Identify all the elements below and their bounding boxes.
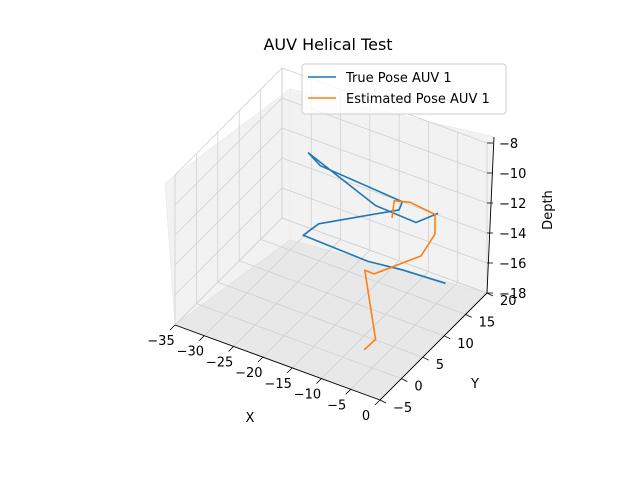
x-grid-floor [233, 239, 341, 347]
z-grid-back [281, 217, 488, 294]
z-grid-left [174, 217, 283, 326]
legend-label-estimated-pose: Estimated Pose AUV 1 [346, 92, 490, 107]
z-grid-back [281, 127, 488, 204]
z-grid-left [174, 67, 283, 176]
z-axis-line [486, 136, 495, 294]
x-tick-label: −5 [327, 398, 346, 413]
x-tick-label: 0 [362, 409, 370, 424]
z-tick-label: −16 [499, 257, 526, 272]
z-tick-label: −8 [499, 137, 518, 152]
z-tick-label: −18 [499, 287, 526, 302]
x-tick-label: −20 [235, 366, 262, 381]
y-tick-mark [401, 378, 408, 382]
z-grid-back [281, 187, 488, 264]
x-grid-floor [350, 282, 458, 390]
series-line-true-pose [302, 152, 446, 285]
z-grid-left [174, 157, 283, 266]
x-tick-mark [374, 399, 381, 406]
x-grid-floor [262, 249, 371, 358]
y-tick-label: −5 [393, 401, 412, 416]
y-tick-label: 5 [436, 358, 444, 373]
x-grid-floor [321, 271, 429, 379]
axis-ticks: −35−30−25−20−15−10−50−505101520−18−16−14… [147, 137, 526, 424]
x-tick-mark [345, 389, 351, 395]
y-tick-mark [465, 314, 472, 318]
z-grid-left [174, 127, 283, 236]
x-tick-label: −30 [177, 345, 204, 360]
y-grid-floor [196, 303, 402, 379]
series-lines [302, 152, 446, 351]
z-axis-label: Depth [541, 190, 556, 230]
x-tick-mark [257, 356, 264, 363]
z-tick-label: −12 [499, 197, 526, 212]
x-tick-mark [228, 346, 234, 352]
legend: True Pose AUV 1 Estimated Pose AUV 1 [301, 63, 507, 115]
series-line-estimated-pose [363, 200, 436, 351]
x-tick-label: −25 [206, 355, 233, 370]
x-tick-mark [199, 335, 205, 341]
z-grid-back [281, 157, 488, 234]
y-tick-mark [379, 399, 387, 404]
y-tick-mark [422, 356, 429, 361]
z-tick-label: −14 [499, 227, 526, 242]
y-tick-label: 0 [414, 380, 422, 395]
y-grid-floor [217, 281, 423, 358]
x-axis-line [174, 324, 381, 401]
z-grid-left [174, 187, 283, 296]
x-grid-floor [291, 260, 400, 369]
grid-lines [174, 67, 488, 401]
y-axis-label: Y [470, 377, 479, 392]
legend-box [301, 63, 507, 115]
x-tick-label: −35 [147, 334, 174, 349]
y-tick-mark [444, 335, 451, 340]
x-tick-label: −10 [294, 388, 321, 403]
legend-label-true-pose: True Pose AUV 1 [345, 71, 452, 86]
y-grid-floor [239, 260, 445, 337]
x-tick-mark [286, 367, 293, 374]
y-grid-floor [260, 239, 466, 315]
y-tick-label: 15 [479, 315, 496, 330]
z-tick-label: −10 [499, 167, 526, 182]
x-grid-floor [204, 228, 312, 336]
y-tick-label: 10 [457, 337, 474, 352]
y-tick-mark [486, 292, 494, 297]
y-axis-line [379, 292, 488, 401]
x-axis-label: X [246, 411, 255, 426]
x-tick-mark [316, 378, 322, 384]
z-grid-left [174, 97, 283, 206]
x-tick-label: −15 [264, 377, 291, 392]
chart-title: AUV Helical Test [263, 35, 392, 54]
x-tick-mark [169, 324, 176, 331]
y-tick-label: 20 [500, 294, 517, 309]
